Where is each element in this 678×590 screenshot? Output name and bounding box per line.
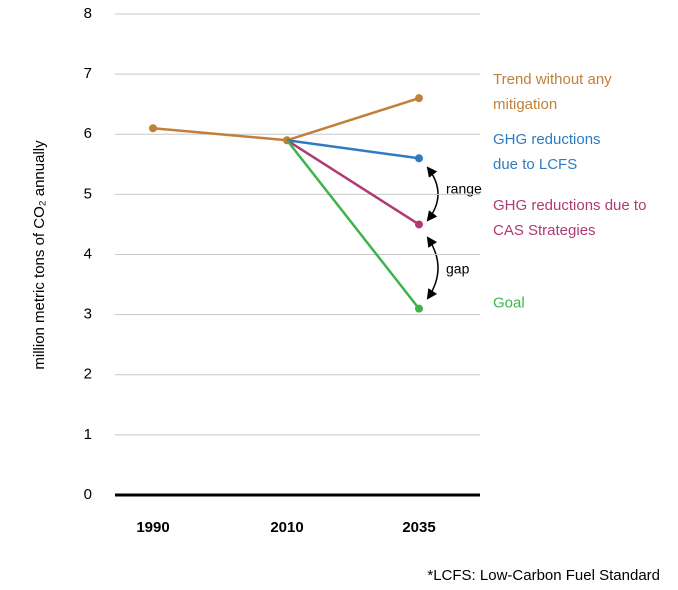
legend-label: GHG reductions due to CAS Strategies xyxy=(493,197,647,240)
point xyxy=(415,94,423,103)
y-tick-label: 3 xyxy=(84,306,92,323)
annotation: gap xyxy=(446,261,470,277)
point xyxy=(415,304,423,313)
legend-label: Trend without any mitigation xyxy=(493,71,612,114)
series-line xyxy=(286,139,420,310)
x-tick-label: 2010 xyxy=(270,519,303,536)
gap-arrow xyxy=(426,236,439,300)
y-tick-label: 1 xyxy=(84,426,92,443)
y-tick-label: 4 xyxy=(84,245,92,262)
y-tick-label: 2 xyxy=(84,366,92,383)
point xyxy=(149,124,157,133)
point xyxy=(415,220,423,229)
y-axis-label: million metric tons of CO₂ annually xyxy=(31,140,48,370)
annotation: range xyxy=(446,181,482,197)
y-tick-label: 6 xyxy=(84,125,92,142)
legend-label: GHG reductions due to LCFS xyxy=(493,131,601,174)
x-tick-label: 2035 xyxy=(402,519,435,536)
series-line xyxy=(286,139,420,226)
y-tick-label: 8 xyxy=(84,5,92,22)
y-tick-label: 7 xyxy=(84,65,92,82)
legend-label: Goal xyxy=(493,294,525,312)
x-tick-label: 1990 xyxy=(136,519,169,536)
series-line xyxy=(286,139,420,160)
y-tick-label: 0 xyxy=(84,486,92,503)
y-tick-label: 5 xyxy=(84,185,92,202)
footnote: *LCFS: Low-Carbon Fuel Standard xyxy=(427,567,660,584)
point xyxy=(415,154,423,163)
